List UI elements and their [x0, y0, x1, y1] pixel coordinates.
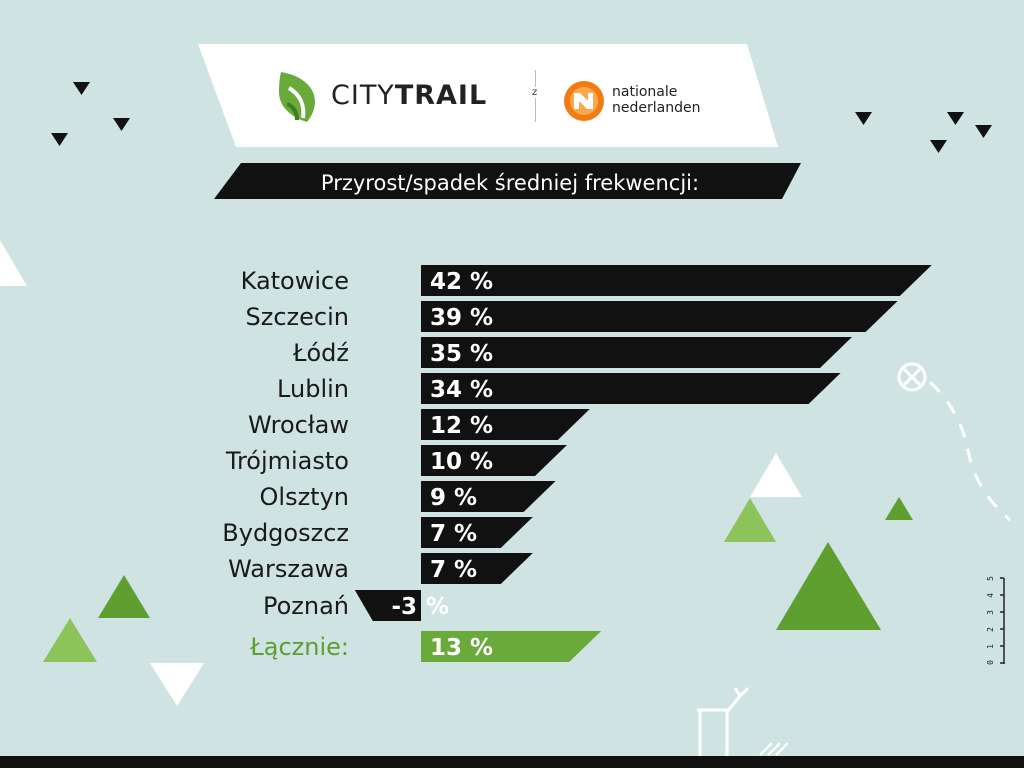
bar: [421, 481, 556, 512]
nn-line1: nationale: [612, 84, 678, 100]
bar: [421, 517, 533, 548]
value-label: 10 %: [430, 449, 493, 475]
deco-triangle: [0, 240, 27, 286]
deco-triangle: [150, 663, 204, 706]
grass-icon: [759, 742, 789, 756]
brand-bold: TRAIL: [394, 80, 488, 111]
value-label: 35 %: [430, 341, 493, 367]
deco-triangle: [975, 125, 992, 138]
citytrail-logo: CITYTRAIL: [275, 66, 525, 126]
category-label: Łącznie:: [249, 633, 349, 661]
value-label: 7 %: [430, 521, 477, 547]
value-label: 12 %: [430, 413, 493, 439]
category-label: Wrocław: [248, 411, 349, 439]
deco-triangle: [51, 133, 68, 146]
value-label: -3: [391, 594, 417, 620]
leaf-icon: [279, 72, 315, 122]
value-label: 34 %: [430, 377, 493, 403]
bar: [421, 265, 932, 296]
deco-triangle: [43, 618, 97, 662]
brand-light: CITY: [331, 80, 395, 111]
category-label: Katowice: [241, 267, 349, 295]
nn-wordmark: nationale nederlanden: [612, 84, 700, 116]
logo-connector: z: [531, 87, 539, 98]
deco-triangle: [947, 112, 964, 125]
value-label: 9 %: [430, 485, 477, 511]
subtitle-bar: [214, 163, 801, 199]
deco-triangle: [113, 118, 130, 131]
deco-triangle: [750, 453, 802, 497]
target-marker-icon: [897, 362, 927, 392]
bar: [421, 409, 590, 440]
category-label: Warszawa: [228, 555, 349, 583]
bar: [421, 553, 533, 584]
deco-triangle: [930, 140, 947, 153]
category-label: Trójmiasto: [225, 447, 349, 475]
deco-triangle: [776, 542, 881, 630]
nn-lion-icon: [564, 81, 604, 121]
value-label: 7 %: [430, 557, 477, 583]
category-label: Szczecin: [246, 303, 349, 331]
deco-triangle: [73, 82, 90, 95]
scale-bar: [1000, 577, 1005, 664]
bar: [421, 373, 841, 404]
category-label: Olsztyn: [260, 483, 349, 511]
deco-triangle: [98, 575, 150, 618]
value-label: 13 %: [430, 635, 493, 661]
value-label: 42 %: [430, 269, 493, 295]
category-label: Łódź: [292, 339, 349, 367]
dashed-path: [928, 380, 1011, 522]
category-label: Lublin: [277, 375, 349, 403]
category-label: Poznań: [263, 592, 349, 620]
category-label: Bydgoszcz: [222, 519, 349, 547]
chart-title: Przyrost/spadek średniej frekwencji:: [320, 171, 700, 195]
deco-triangle: [855, 112, 872, 125]
bar: [421, 337, 852, 368]
header-banner: [198, 44, 801, 199]
value-label-suffix: %: [426, 594, 449, 620]
deco-triangle: [724, 498, 776, 542]
bottom-strip: [0, 756, 1024, 768]
deco-triangle: [885, 497, 913, 520]
nn-logo: nationale nederlanden: [563, 78, 723, 124]
deer-icon: [697, 686, 750, 756]
total-bar: [421, 631, 602, 662]
bar: [354, 590, 421, 621]
bar: [421, 301, 898, 332]
nn-line2: nederlanden: [612, 100, 701, 116]
value-label: 39 %: [430, 305, 493, 331]
bar: [421, 445, 567, 476]
